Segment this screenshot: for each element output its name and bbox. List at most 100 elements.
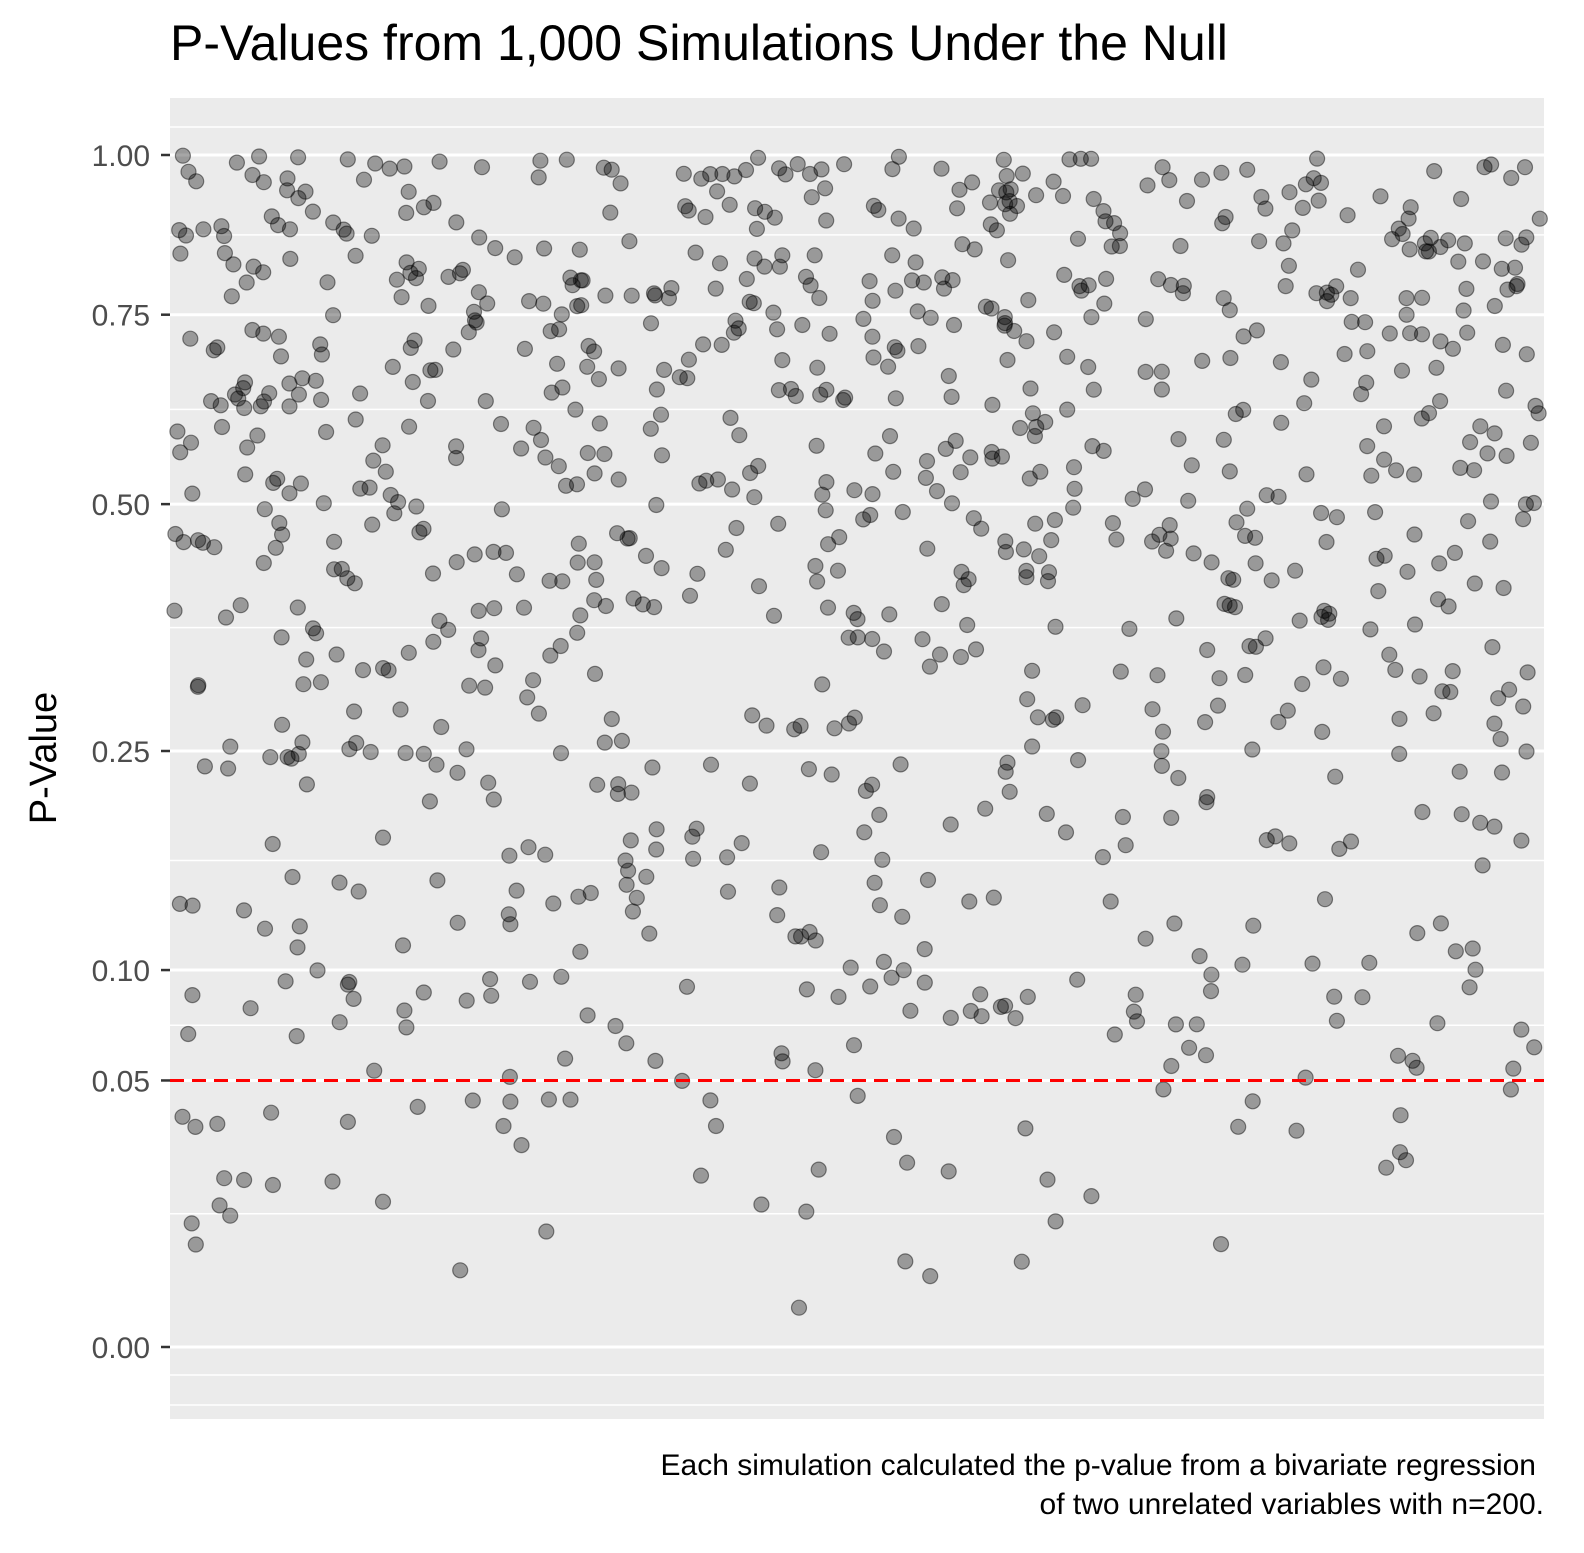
data-point xyxy=(188,173,205,190)
data-point xyxy=(196,758,213,775)
data-point xyxy=(1215,290,1232,307)
data-point xyxy=(849,629,866,646)
data-point xyxy=(1084,438,1101,455)
data-point xyxy=(172,444,189,461)
data-point xyxy=(1237,666,1254,684)
data-point xyxy=(255,554,272,572)
data-point xyxy=(345,990,362,1008)
data-point xyxy=(1008,197,1026,215)
data-point xyxy=(811,289,828,307)
data-point xyxy=(728,519,745,537)
data-point xyxy=(905,220,922,237)
data-point xyxy=(817,502,834,519)
data-point xyxy=(568,476,586,493)
data-point xyxy=(374,437,391,454)
data-point xyxy=(558,151,575,168)
data-point xyxy=(1094,848,1112,866)
data-point xyxy=(255,393,273,410)
data-point xyxy=(875,643,893,660)
data-point xyxy=(862,978,879,995)
data-point xyxy=(894,908,911,925)
data-point xyxy=(352,385,369,402)
data-point xyxy=(184,485,201,502)
data-point xyxy=(1476,159,1493,176)
data-point xyxy=(579,444,596,462)
data-point xyxy=(374,1193,392,1210)
data-point xyxy=(794,316,811,334)
data-point xyxy=(786,721,803,738)
data-point xyxy=(1248,322,1266,339)
data-point xyxy=(213,218,230,235)
data-point xyxy=(749,149,767,166)
data-point xyxy=(1047,618,1064,635)
data-point xyxy=(206,539,223,556)
data-point xyxy=(996,997,1014,1014)
data-point xyxy=(281,485,298,502)
data-point xyxy=(1144,701,1161,718)
data-point xyxy=(1413,289,1431,306)
data-point xyxy=(642,315,660,332)
data-point xyxy=(570,888,587,905)
data-point xyxy=(1401,325,1419,342)
data-point xyxy=(723,481,741,498)
data-point xyxy=(1104,514,1122,532)
data-point xyxy=(537,846,554,863)
data-point xyxy=(1451,763,1468,780)
data-point xyxy=(501,1068,518,1086)
data-point xyxy=(1045,324,1063,341)
data-point xyxy=(996,317,1013,334)
data-point xyxy=(415,745,432,763)
data-point xyxy=(999,754,1016,771)
data-point xyxy=(746,250,763,267)
data-point xyxy=(727,312,744,329)
data-point xyxy=(1413,410,1430,427)
data-point xyxy=(338,225,355,242)
data-point xyxy=(451,265,469,282)
data-point xyxy=(541,572,558,589)
data-point xyxy=(1425,705,1442,722)
data-point xyxy=(1193,171,1211,188)
y-tick-label: 0.00 xyxy=(92,1332,150,1365)
data-point xyxy=(855,310,872,327)
data-point xyxy=(610,360,627,377)
data-point xyxy=(232,597,249,614)
data-point xyxy=(1281,835,1298,852)
data-point xyxy=(1464,940,1481,957)
data-point xyxy=(396,158,413,175)
data-point xyxy=(625,590,642,607)
data-point xyxy=(756,203,774,220)
data-point xyxy=(552,744,570,762)
data-point xyxy=(524,672,542,689)
data-point xyxy=(645,285,663,302)
data-point xyxy=(1074,697,1091,714)
data-point xyxy=(1316,602,1333,620)
data-point xyxy=(983,300,1000,317)
data-point xyxy=(397,744,414,762)
data-point xyxy=(519,689,536,706)
data-point xyxy=(1183,457,1200,474)
data-point xyxy=(1308,285,1325,302)
data-point xyxy=(265,474,282,491)
data-point xyxy=(1170,769,1187,787)
data-point xyxy=(270,217,287,234)
data-point xyxy=(1085,381,1102,398)
data-point xyxy=(1413,326,1431,343)
data-point xyxy=(431,612,448,630)
data-point xyxy=(865,197,883,214)
data-point xyxy=(983,443,1000,461)
data-point xyxy=(1097,213,1114,230)
data-point xyxy=(445,341,462,358)
data-point xyxy=(477,393,494,410)
data-point xyxy=(1154,723,1172,740)
data-point xyxy=(1244,741,1261,758)
data-point xyxy=(1277,278,1294,295)
data-point xyxy=(884,161,901,178)
data-point xyxy=(1391,745,1408,763)
data-point xyxy=(1037,413,1054,431)
data-point xyxy=(1429,591,1447,608)
data-point xyxy=(910,338,927,355)
data-point xyxy=(1375,451,1393,468)
data-point xyxy=(990,182,1008,199)
data-point xyxy=(845,1037,863,1054)
data-point xyxy=(623,287,640,304)
